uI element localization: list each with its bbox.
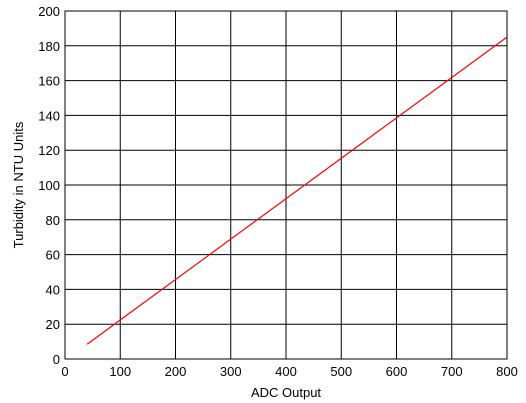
y-tick-label: 140 [38, 108, 60, 123]
y-tick-label: 200 [38, 4, 60, 19]
y-tick-label: 40 [46, 282, 60, 297]
x-tick-label: 600 [386, 364, 408, 379]
y-tick-label: 60 [46, 248, 60, 263]
x-tick-label: 0 [61, 364, 68, 379]
y-tick-label: 0 [53, 352, 60, 367]
series-layer [86, 36, 508, 345]
plot-frame [64, 10, 508, 360]
x-tick-label: 500 [330, 364, 352, 379]
y-tick-label: 180 [38, 39, 60, 54]
grid-layer [65, 11, 507, 359]
y-tick-label: 100 [38, 178, 60, 193]
series-line [86, 36, 508, 345]
x-tick-label: 800 [496, 364, 518, 379]
x-tick-label: 700 [441, 364, 463, 379]
y-tick-label: 80 [46, 213, 60, 228]
y-tick-label: 20 [46, 317, 60, 332]
x-tick-label: 400 [275, 364, 297, 379]
y-tick-label: 160 [38, 74, 60, 89]
tick-layer: 0 100 200 300 400 500 600 700 800 0 20 40 60 80 100 120… [38, 4, 518, 379]
x-tick-label: 300 [220, 364, 242, 379]
y-axis-title: Turbidity in NTU Units [11, 121, 26, 248]
y-tick-label: 120 [38, 143, 60, 158]
x-tick-label: 100 [109, 364, 131, 379]
x-tick-label: 200 [165, 364, 187, 379]
x-axis-title: ADC Output [251, 385, 321, 400]
